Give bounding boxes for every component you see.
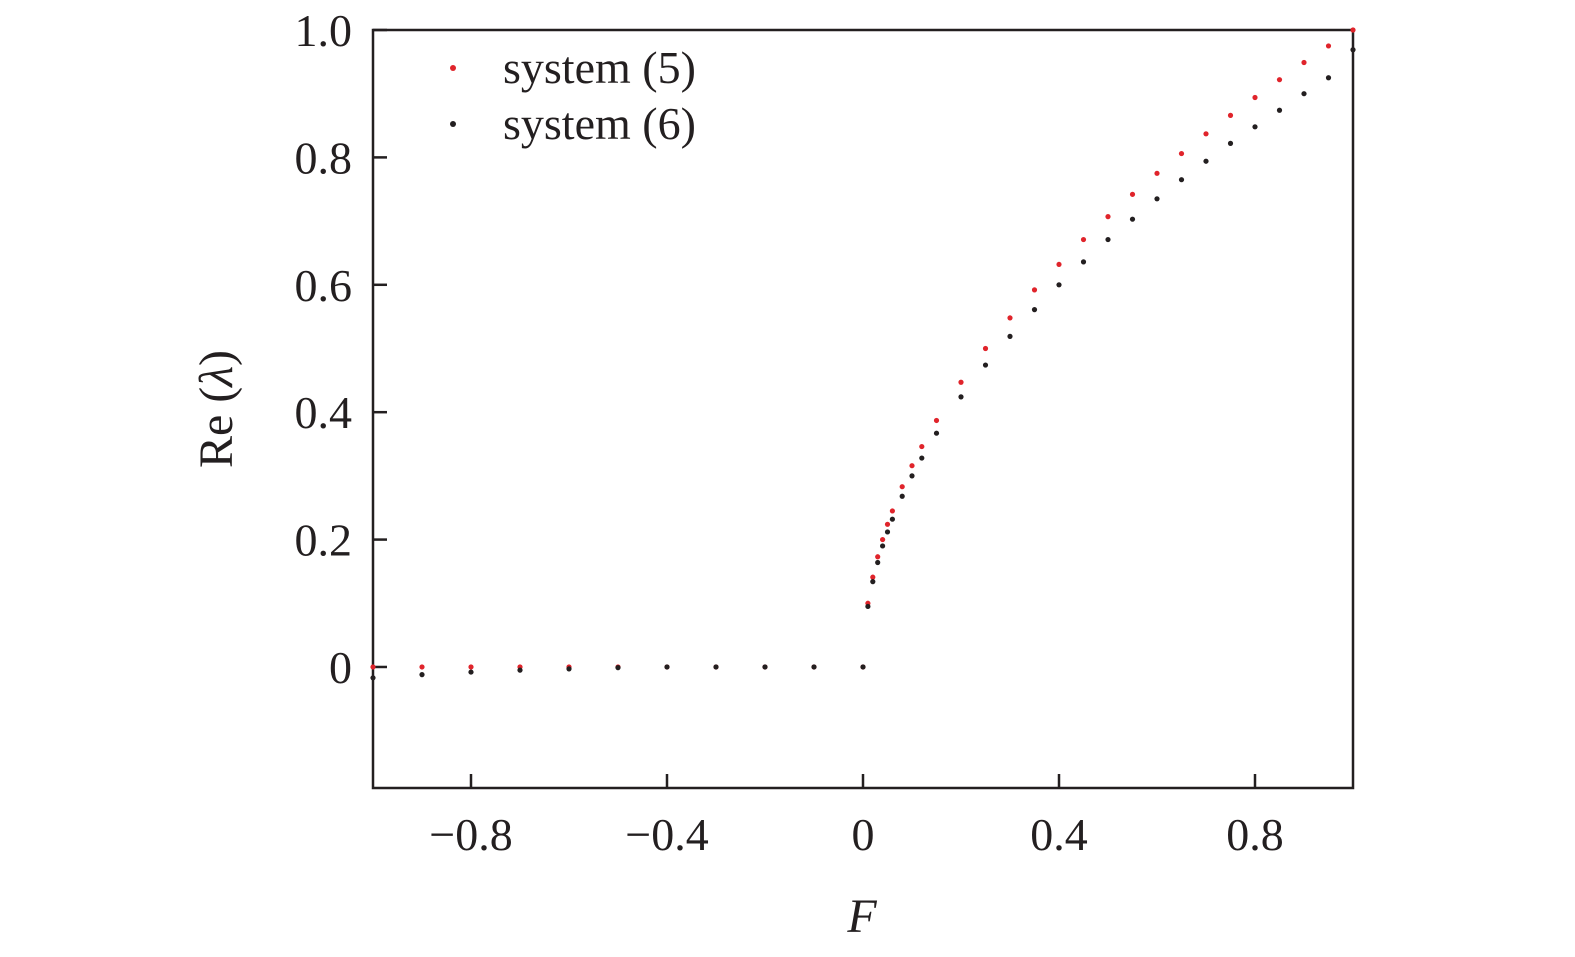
data-point bbox=[870, 579, 876, 585]
y-tick-label: 0.2 bbox=[295, 515, 353, 566]
data-point bbox=[1178, 150, 1185, 157]
data-point bbox=[1178, 177, 1185, 183]
data-point bbox=[370, 664, 376, 670]
data-point bbox=[865, 603, 871, 610]
x-tick-label: −0.8 bbox=[429, 809, 512, 860]
data-point bbox=[875, 559, 881, 566]
y-axis-title-symbol: λ bbox=[190, 366, 243, 389]
data-point bbox=[1276, 77, 1283, 83]
data-point bbox=[909, 463, 915, 469]
data-point bbox=[909, 473, 915, 479]
data-point bbox=[615, 665, 621, 671]
data-point bbox=[919, 455, 925, 461]
data-point bbox=[899, 484, 905, 490]
data-point bbox=[1080, 259, 1087, 265]
data-point bbox=[933, 430, 940, 436]
y-tick-label: 1.0 bbox=[295, 5, 353, 56]
data-point bbox=[1252, 124, 1258, 130]
data-point bbox=[884, 521, 891, 527]
data-point bbox=[1031, 287, 1038, 293]
series-group bbox=[370, 27, 1356, 681]
data-point bbox=[1056, 261, 1062, 268]
data-point bbox=[1031, 307, 1038, 313]
data-point bbox=[982, 345, 989, 352]
data-point bbox=[419, 664, 425, 670]
data-point bbox=[899, 493, 905, 499]
data-point bbox=[1007, 315, 1013, 321]
series-2 bbox=[370, 47, 1356, 681]
data-point bbox=[517, 667, 523, 673]
data-point bbox=[1154, 170, 1160, 176]
data-point bbox=[933, 417, 940, 424]
y-axis-title-suffix: ) bbox=[190, 350, 243, 366]
data-point bbox=[1252, 94, 1258, 101]
data-point bbox=[1301, 59, 1307, 66]
data-point bbox=[1007, 333, 1013, 339]
data-point bbox=[1154, 196, 1160, 202]
data-point bbox=[468, 669, 474, 675]
data-point bbox=[958, 394, 964, 400]
data-point bbox=[370, 675, 376, 681]
data-point bbox=[1105, 214, 1111, 220]
data-point bbox=[566, 666, 572, 672]
data-point bbox=[889, 508, 896, 514]
x-tick-label: 0 bbox=[852, 809, 875, 860]
data-point bbox=[884, 529, 891, 535]
y-axis: 0 0.2 0.4 0.6 0.8 1.0 bbox=[295, 5, 387, 693]
data-point bbox=[1129, 216, 1136, 222]
data-point bbox=[811, 664, 817, 670]
data-point bbox=[1350, 47, 1356, 53]
data-point bbox=[1325, 75, 1332, 81]
legend: system (5) system (6) bbox=[450, 42, 696, 149]
y-tick-label: 0.8 bbox=[295, 132, 353, 183]
data-point bbox=[762, 664, 768, 670]
data-point bbox=[1203, 131, 1209, 137]
y-tick-label: 0.4 bbox=[295, 387, 353, 438]
x-tick-label: −0.4 bbox=[625, 809, 708, 860]
data-point bbox=[1056, 282, 1062, 288]
data-point bbox=[1325, 43, 1332, 49]
data-point bbox=[982, 362, 989, 368]
x-axis-title: F bbox=[846, 890, 877, 943]
legend-marker-system-6 bbox=[450, 121, 456, 127]
data-point bbox=[1105, 236, 1111, 243]
data-point bbox=[1227, 112, 1234, 118]
data-point bbox=[880, 543, 886, 549]
data-point bbox=[468, 664, 474, 670]
data-point bbox=[919, 443, 925, 450]
data-point bbox=[1227, 140, 1234, 146]
data-point bbox=[889, 516, 896, 522]
x-tick-label: 0.4 bbox=[1030, 809, 1088, 860]
data-point bbox=[664, 664, 670, 670]
data-point bbox=[1350, 27, 1356, 33]
data-point bbox=[1203, 158, 1209, 164]
y-tick-label: 0 bbox=[329, 642, 352, 693]
data-point bbox=[958, 379, 964, 385]
legend-marker-system-5 bbox=[450, 65, 456, 71]
data-point bbox=[860, 664, 866, 670]
y-axis-title: Re (λ) bbox=[190, 350, 243, 468]
data-point bbox=[1129, 191, 1136, 197]
data-point bbox=[1301, 91, 1307, 97]
y-axis-title-prefix: Re ( bbox=[190, 387, 243, 468]
data-point bbox=[713, 664, 719, 670]
data-point bbox=[1080, 236, 1087, 243]
data-point bbox=[870, 574, 876, 580]
data-point bbox=[875, 554, 881, 560]
legend-label-system-6: system (6) bbox=[503, 98, 696, 149]
y-tick-label: 0.6 bbox=[295, 260, 353, 311]
data-point bbox=[419, 672, 425, 678]
x-tick-label: 0.8 bbox=[1226, 809, 1284, 860]
data-point bbox=[880, 536, 886, 543]
legend-label-system-5: system (5) bbox=[503, 42, 696, 93]
data-point bbox=[1276, 107, 1283, 113]
x-axis: −0.8 −0.4 0 0.4 0.8 bbox=[429, 774, 1284, 860]
